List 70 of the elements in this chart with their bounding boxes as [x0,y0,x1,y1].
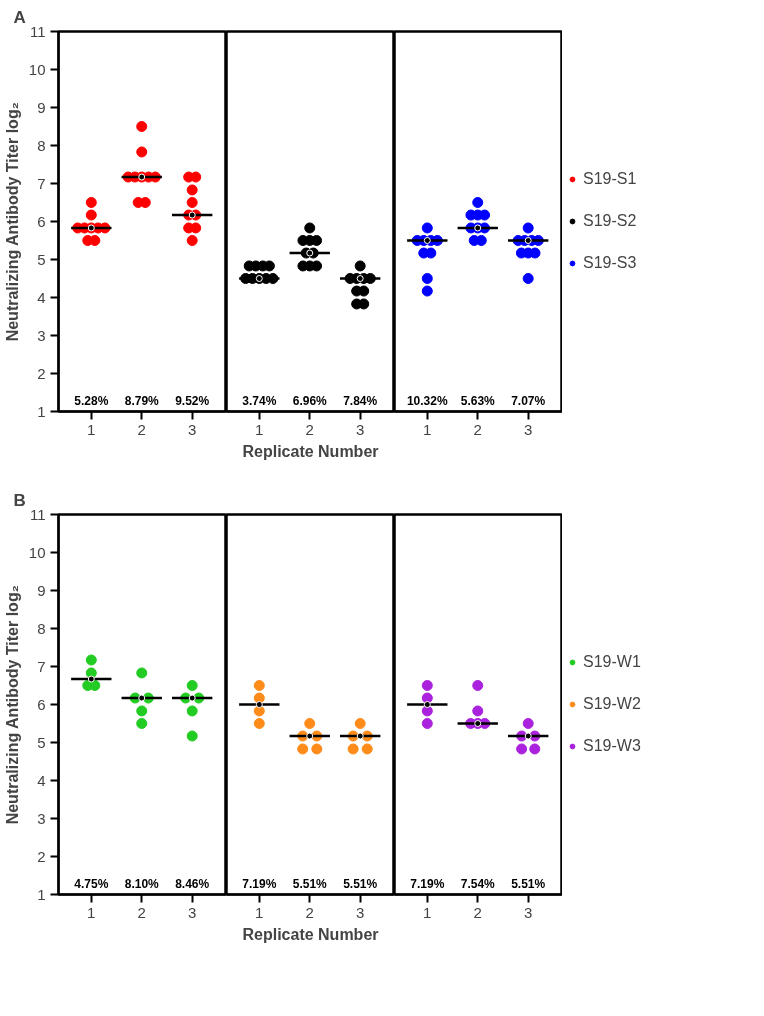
y-axis-title: Neutralizing Antibody Titer log₂ [3,585,21,825]
y-tick-label: 1 [37,885,46,903]
legend-label: S19-S2 [583,212,637,230]
legend-label: S19-W2 [583,695,641,713]
y-tick-label: 11 [29,22,46,40]
x-axis-title: Replicate Number [242,442,379,460]
x-tick-label: 1 [423,420,432,438]
annotation: 5.51% [343,876,378,891]
x-tick-label: 1 [423,903,432,921]
y-tick-label: 2 [37,364,46,382]
y-tick-label: 2 [37,847,46,865]
x-tick-label: 3 [356,420,365,438]
annotation: 9.52% [175,393,210,408]
annotation: 7.19% [242,876,277,891]
y-tick-label: 6 [37,212,46,230]
legend-label: S19-S1 [583,170,637,188]
y-tick-label: 4 [37,771,46,789]
y-tick-label: 9 [37,581,46,599]
y-tick-label: 5 [37,250,46,268]
x-tick-label: 3 [188,420,197,438]
x-tick-label: 1 [87,420,96,438]
x-tick-label: 3 [356,903,365,921]
annotation: 7.84% [343,393,378,408]
chart-title: A [13,7,26,27]
y-tick-label: 8 [37,136,46,154]
annotation: 5.51% [292,876,328,891]
y-tick-label: 7 [37,657,46,675]
y-tick-label: 10 [28,60,46,78]
annotation: 8.46% [175,876,210,891]
x-tick-label: 3 [524,903,533,921]
annotation: 4.75% [74,876,109,891]
annotation: 5.63% [460,393,496,408]
annotation: 3.74% [242,393,277,408]
annotation: 5.28% [74,393,109,408]
x-tick-label: 2 [305,420,314,438]
y-tick-label: 3 [37,326,46,344]
x-tick-label: 2 [137,903,146,921]
legend-label: S19-S3 [583,254,637,272]
y-tick-label: 5 [37,733,46,751]
annotation: 8.79% [124,393,160,408]
legend-label: S19-W3 [583,737,641,755]
y-tick-label: 7 [37,174,46,192]
annotation: 6.96% [292,393,328,408]
y-tick-label: 6 [37,695,46,713]
x-tick-label: 1 [255,903,264,921]
annotation: 7.19% [410,876,445,891]
y-tick-label: 11 [29,505,46,523]
annotation: 5.51% [511,876,546,891]
annotation: 10.32% [406,393,448,408]
y-tick-label: 1 [37,402,46,420]
x-tick-label: 2 [137,420,146,438]
annotation: 7.54% [460,876,496,891]
x-tick-label: 1 [87,903,96,921]
y-tick-label: 3 [37,809,46,827]
x-tick-label: 2 [473,420,482,438]
y-tick-label: 10 [28,543,46,561]
x-tick-label: 3 [188,903,197,921]
annotation: 8.10% [124,876,160,891]
y-axis-title: Neutralizing Antibody Titer log₂ [3,102,21,342]
y-tick-label: 9 [37,98,46,116]
annotation: 7.07% [511,393,546,408]
y-tick-label: 4 [37,288,46,306]
x-tick-label: 2 [473,903,482,921]
x-tick-label: 3 [524,420,533,438]
x-tick-label: 2 [305,903,314,921]
legend-label: S19-W1 [583,653,641,671]
chart-title: B [13,490,26,510]
y-tick-label: 8 [37,619,46,637]
x-axis-title: Replicate Number [242,925,379,943]
x-tick-label: 1 [255,420,264,438]
